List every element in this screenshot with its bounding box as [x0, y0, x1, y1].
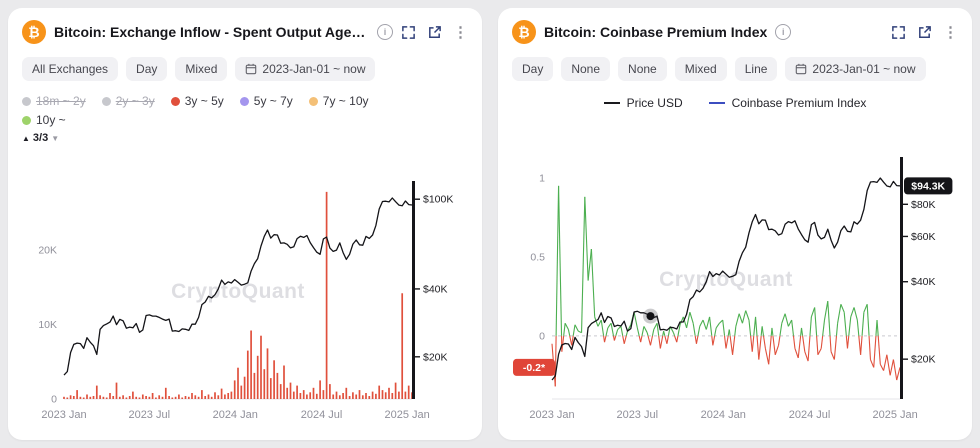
legend-line-swatch: [603, 102, 620, 104]
svg-text:2024 Jul: 2024 Jul: [789, 409, 831, 421]
svg-text:2023 Jul: 2023 Jul: [616, 409, 658, 421]
filter-chips: Day None None Mixed Line 2023-Jan-01 ~ n…: [512, 57, 958, 81]
svg-text:20K: 20K: [38, 245, 57, 257]
page-title: Bitcoin: Exchange Inflow - Spent Output …: [54, 24, 369, 40]
svg-text:0: 0: [51, 394, 57, 406]
legend-item-18m-2y[interactable]: 18m ~ 2y: [22, 94, 86, 108]
legend-pager: ▲ 3/3 ▼: [22, 132, 468, 144]
legend-dot: [170, 96, 180, 106]
legend-dot: [22, 96, 31, 106]
svg-text:0.5: 0.5: [530, 251, 545, 263]
svg-text:$80K: $80K: [911, 199, 936, 211]
legend-line-swatch: [708, 102, 725, 104]
chart-area: CryptoQuant 1 0.5 0 $80K $60K $40K $20K 2023 Jan…: [512, 145, 958, 428]
svg-text:2024 Jul: 2024 Jul: [301, 409, 343, 421]
svg-text:$40K: $40K: [911, 276, 936, 288]
series-legend: Price USD Coinbase Premium Index: [512, 96, 958, 110]
fullscreen-icon[interactable]: [401, 25, 416, 40]
svg-text:CryptoQuant: CryptoQuant: [659, 268, 793, 291]
svg-text:10K: 10K: [38, 319, 57, 331]
filter-chip-mixed[interactable]: Mixed: [175, 57, 228, 81]
legend-dot: [308, 96, 318, 106]
svg-text:2023 Jul: 2023 Jul: [128, 409, 170, 421]
legend-pager-up-icon[interactable]: ▲: [22, 133, 30, 143]
svg-text:CryptoQuant: CryptoQuant: [171, 280, 305, 303]
svg-text:0: 0: [539, 330, 545, 342]
legend-item-coinbase-premium[interactable]: Coinbase Premium Index: [708, 96, 866, 110]
panel-coinbase-premium: ₿ Bitcoin: Coinbase Premium Index i ⋮ Da…: [498, 8, 972, 440]
svg-text:$60K: $60K: [911, 231, 936, 243]
legend-pager-down-icon[interactable]: ▼: [51, 133, 60, 143]
calendar-icon: [796, 63, 807, 75]
legend-dot: [239, 96, 249, 106]
bitcoin-logo-icon: ₿: [512, 20, 536, 44]
svg-text:2024 Jan: 2024 Jan: [213, 409, 258, 421]
info-icon[interactable]: i: [377, 24, 393, 40]
card-header: ₿ Bitcoin: Coinbase Premium Index i ⋮: [512, 20, 958, 44]
date-range-label: 2023-Jan-01 ~ now: [812, 62, 916, 76]
filter-chip-interval[interactable]: Day: [512, 57, 554, 81]
svg-text:$40K: $40K: [423, 283, 448, 295]
legend-item-price-usd[interactable]: Price USD: [603, 96, 683, 110]
coinbase-premium-chart[interactable]: CryptoQuant 1 0.5 0 $80K $60K $40K $20K 2023 Jan…: [512, 145, 958, 423]
svg-text:$94.3K: $94.3K: [911, 180, 945, 192]
filter-chip-interval[interactable]: Day: [126, 57, 168, 81]
svg-text:2023 Jan: 2023 Jan: [529, 409, 574, 421]
svg-text:-0.2*: -0.2*: [523, 362, 546, 374]
svg-text:1: 1: [539, 172, 545, 184]
bitcoin-logo-icon: ₿: [22, 20, 46, 44]
svg-text:$20K: $20K: [911, 354, 936, 366]
more-menu-icon[interactable]: ⋮: [943, 23, 958, 41]
fullscreen-icon[interactable]: [891, 25, 906, 40]
filter-chip-mixed[interactable]: Mixed: [674, 57, 727, 81]
svg-text:2025 Jan: 2025 Jan: [384, 409, 429, 421]
svg-text:2025 Jan: 2025 Jan: [872, 409, 917, 421]
date-range-label: 2023-Jan-01 ~ now: [262, 62, 366, 76]
legend-item-7y-10y[interactable]: 7y ~ 10y: [308, 94, 369, 108]
legend-pager-count: 3/3: [32, 132, 49, 144]
series-legend: 18m ~ 2y 2y ~ 3y 3y ~ 5y 5y ~ 7y 7y ~ 10…: [22, 94, 468, 144]
exchange-inflow-chart[interactable]: CryptoQuant 20K 10K 0 $100K $40K $20K 2023 Jan 2…: [22, 171, 468, 423]
legend-item-10y[interactable]: 10y ~: [22, 113, 66, 127]
filter-chip-none-2[interactable]: None: [618, 57, 667, 81]
page-title: Bitcoin: Coinbase Premium Index: [544, 24, 768, 40]
filter-chip-line[interactable]: Line: [734, 57, 778, 81]
legend-item-2y-3y[interactable]: 2y ~ 3y: [101, 94, 155, 108]
svg-text:$100K: $100K: [423, 194, 453, 206]
filter-chip-exchanges[interactable]: All Exchanges: [22, 57, 119, 81]
date-range-chip[interactable]: 2023-Jan-01 ~ now: [235, 57, 376, 81]
card-header: ₿ Bitcoin: Exchange Inflow - Spent Outpu…: [22, 20, 468, 44]
legend-item-5y-7y[interactable]: 5y ~ 7y: [239, 94, 293, 108]
date-range-chip[interactable]: 2023-Jan-01 ~ now: [785, 57, 926, 81]
svg-text:$20K: $20K: [423, 351, 448, 363]
open-external-icon[interactable]: [427, 25, 442, 40]
legend-dot: [22, 115, 31, 125]
svg-text:2024 Jan: 2024 Jan: [701, 409, 746, 421]
chart-area: CryptoQuant 20K 10K 0 $100K $40K $20K 2023 Jan 2…: [22, 171, 468, 428]
filter-chips: All Exchanges Day Mixed 2023-Jan-01 ~ no…: [22, 57, 468, 81]
open-external-icon[interactable]: [917, 25, 932, 40]
panel-exchange-inflow: ₿ Bitcoin: Exchange Inflow - Spent Outpu…: [8, 8, 482, 440]
calendar-icon: [246, 63, 257, 75]
info-icon[interactable]: i: [775, 24, 792, 40]
svg-text:2023 Jan: 2023 Jan: [41, 409, 86, 421]
filter-chip-none-1[interactable]: None: [561, 57, 611, 81]
legend-item-3y-5y[interactable]: 3y ~ 5y: [170, 94, 224, 108]
more-menu-icon[interactable]: ⋮: [453, 23, 468, 41]
legend-dot: [101, 96, 111, 106]
